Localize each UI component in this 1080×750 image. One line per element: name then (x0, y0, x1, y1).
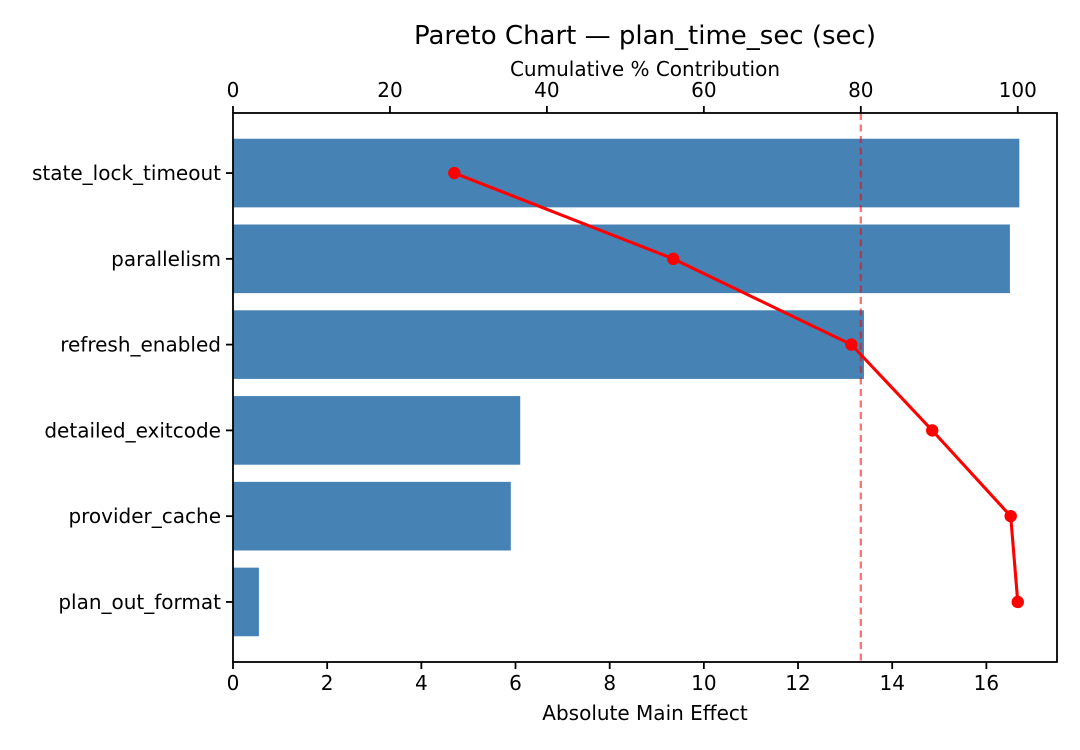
top-axis-label: Cumulative % Contribution (509, 57, 781, 81)
x-axis-tick-label: 14 (879, 671, 904, 695)
bar-state_lock_timeout (233, 138, 1020, 208)
category-label: parallelism (111, 247, 221, 271)
top-axis-tick-label: 60 (691, 78, 716, 102)
category-label: state_lock_timeout (32, 161, 221, 185)
cumulative-point (448, 166, 461, 180)
cumulative-line (453, 171, 1020, 603)
chart-title: Pareto Chart — plan_time_sec (sec) (413, 21, 876, 51)
top-axis-tick-label: 40 (534, 78, 559, 102)
category-label: plan_out_format (58, 590, 221, 614)
category-label: detailed_exitcode (44, 418, 221, 442)
x-axis-tick-label: 0 (227, 671, 240, 695)
cumulative-point (926, 424, 939, 437)
plot-border (232, 112, 1058, 663)
top-axis-tick-label: 0 (227, 78, 240, 102)
bar-refresh_enabled (233, 310, 864, 379)
x-axis-tick-label: 10 (691, 671, 716, 695)
top-axis-tick-label: 80 (848, 78, 873, 102)
cumulative-point (1011, 595, 1024, 609)
x-axis-tick-label: 12 (785, 671, 810, 695)
top-axis-tick-label: 20 (377, 78, 402, 102)
x-axis-tick-label: 4 (415, 671, 428, 695)
cumulative-point (845, 338, 858, 351)
category-label: provider_cache (68, 504, 221, 528)
bottom-axis-label: Absolute Main Effect (542, 701, 748, 725)
cumulative-point (667, 252, 680, 266)
x-axis-tick-label: 6 (509, 671, 522, 695)
cumulative-point (1004, 509, 1017, 523)
top-axis-tick-label: 100 (999, 78, 1037, 102)
bar-detailed_exitcode (233, 396, 521, 465)
x-axis-tick-label: 2 (321, 671, 334, 695)
bar-provider_cache (233, 481, 511, 551)
category-label: refresh_enabled (60, 333, 221, 357)
bar-plan_out_format (233, 567, 259, 637)
bar-parallelism (233, 224, 1010, 294)
x-axis-tick-label: 8 (603, 671, 616, 695)
x-axis-tick-label: 16 (974, 671, 999, 695)
